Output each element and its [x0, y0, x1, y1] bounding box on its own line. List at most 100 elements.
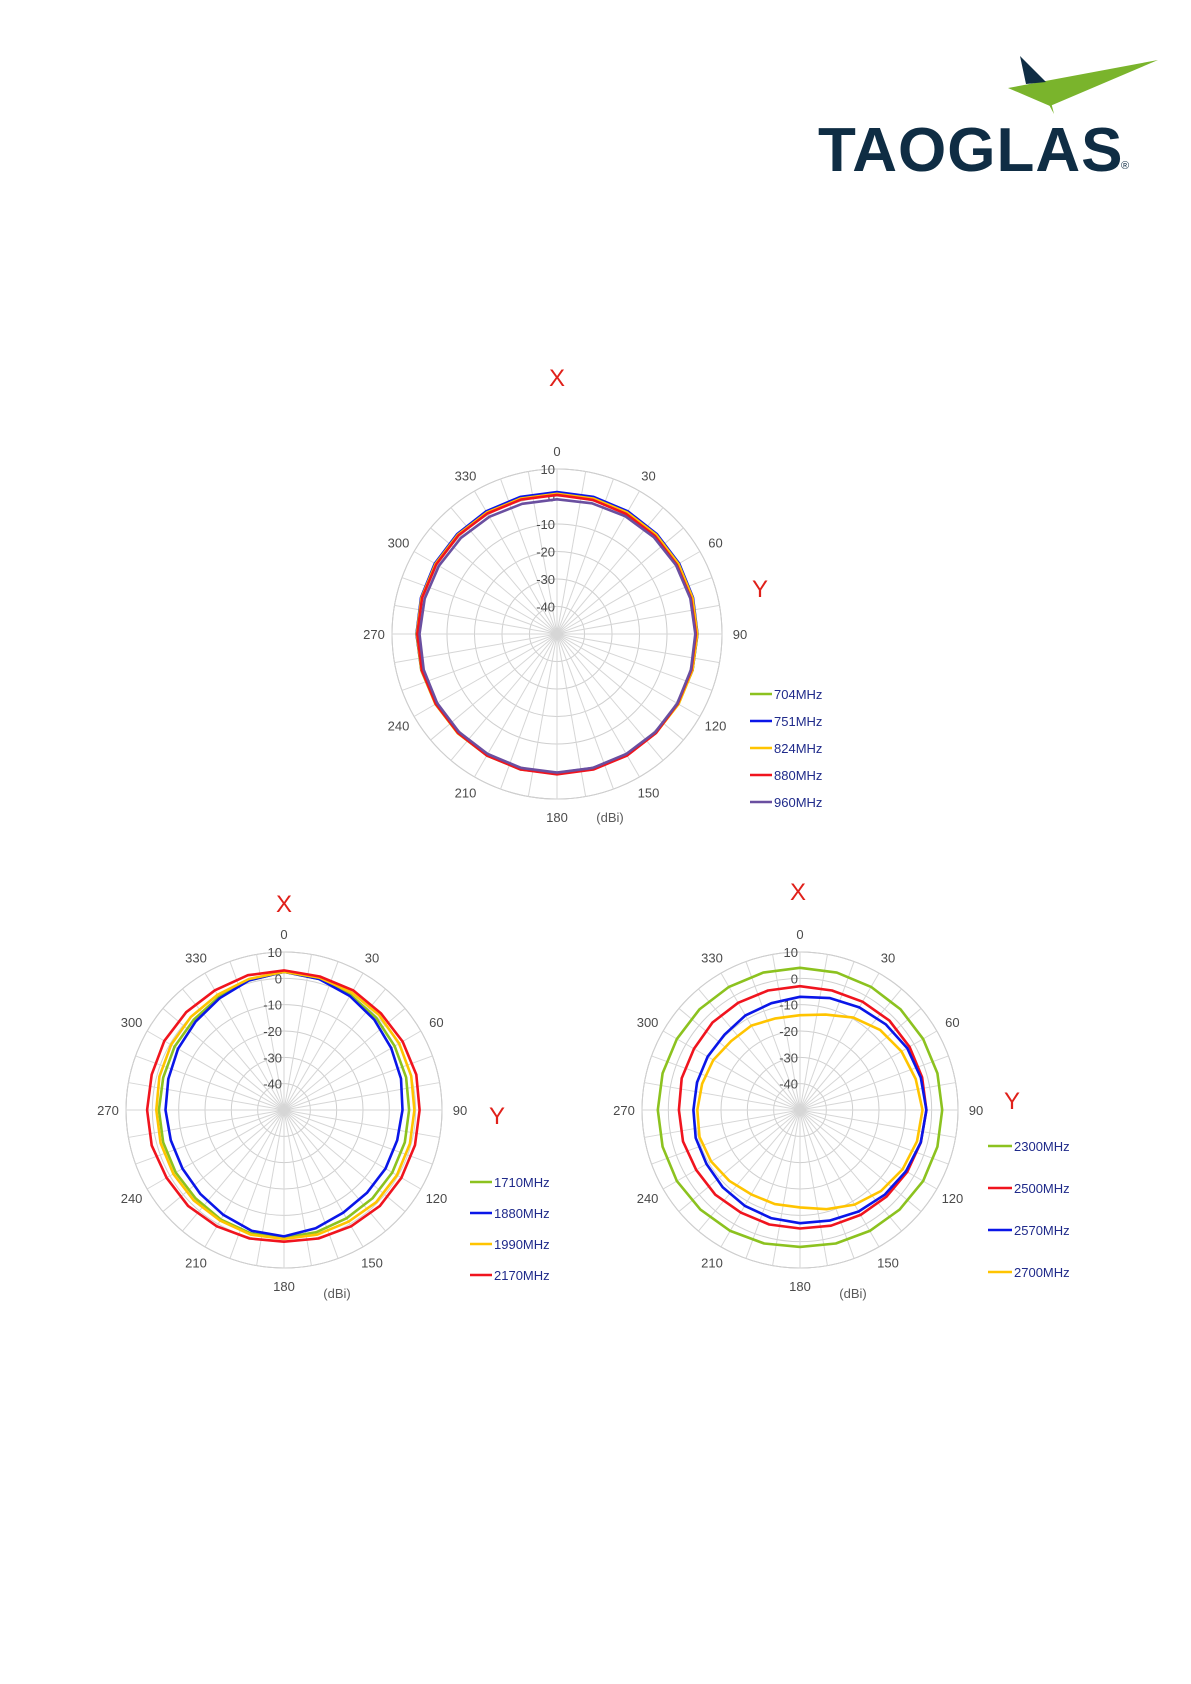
radial-tick-label: -30 — [779, 1050, 798, 1065]
polar-chart-2: 0 30 60 90 120 150 180 210 240 270 300 330 10 0 -10 -20… — [97, 891, 549, 1301]
polar-grid-spoke — [644, 1082, 801, 1111]
polar-grid-spoke — [720, 1109, 801, 1248]
polar-grid-spoke — [283, 1109, 440, 1138]
legend-label-751MHz: 751MHz — [774, 714, 822, 729]
angle-tick-label: 120 — [705, 719, 727, 734]
polar-grid-spoke — [135, 1055, 285, 1111]
polar-grid-spoke — [678, 1109, 801, 1212]
polar-grid-spoke — [135, 1109, 285, 1165]
axis-label-x: X — [549, 365, 565, 392]
polar-grid-spoke — [799, 1109, 922, 1212]
angle-tick-label: 0 — [553, 444, 560, 459]
angle-tick-label: 90 — [453, 1103, 467, 1118]
radial-tick-label: -30 — [536, 572, 555, 587]
legend-label-1990MHz: 1990MHz — [494, 1237, 550, 1252]
series-line-2300MHz — [656, 966, 944, 1249]
axis-label-x: X — [790, 879, 806, 906]
angle-tick-label: 330 — [185, 951, 207, 966]
angle-tick-label: 240 — [121, 1191, 143, 1206]
angle-tick-label: 120 — [426, 1191, 448, 1206]
series-line-2500MHz — [677, 984, 928, 1230]
polar-grid-spoke — [283, 1082, 440, 1111]
polar-grid-spoke — [256, 954, 285, 1111]
angle-tick-label: 150 — [361, 1255, 383, 1270]
angle-tick-label: 210 — [455, 785, 477, 800]
radial-tick-label: 10 — [541, 462, 555, 477]
series-line-960MHz — [418, 497, 697, 774]
polar-grid-spoke — [799, 1109, 956, 1138]
axis-label-y: Y — [489, 1103, 505, 1130]
polar-grid-spoke — [799, 1109, 938, 1190]
radial-tick-label: -40 — [263, 1077, 282, 1092]
polar-grid-spoke — [644, 1109, 801, 1138]
axis-label-y: Y — [1004, 1088, 1020, 1115]
polar-grid-spoke — [799, 1082, 956, 1111]
polar-grid-spoke — [745, 961, 801, 1111]
unit-label: (dBi) — [323, 1286, 350, 1301]
polar-grid-spoke — [799, 954, 828, 1111]
angle-tick-label: 300 — [637, 1015, 659, 1030]
angle-tick-label: 240 — [388, 719, 410, 734]
polar-grid-spoke — [698, 1109, 801, 1232]
polar-grid-spoke — [283, 954, 312, 1111]
legend-label-1880MHz: 1880MHz — [494, 1206, 550, 1221]
polar-grid-spoke — [799, 961, 855, 1111]
polar-grid-spoke — [772, 954, 801, 1111]
angle-tick-label: 270 — [613, 1103, 635, 1118]
angle-tick-label: 270 — [363, 627, 385, 642]
legend-label-1710MHz: 1710MHz — [494, 1175, 550, 1190]
polar-grid-spoke — [283, 1109, 386, 1232]
polar-grid-spoke — [283, 988, 386, 1111]
radial-tick-label: -20 — [536, 545, 555, 560]
radial-tick-label: -10 — [536, 517, 555, 532]
polar-grid-spoke — [745, 1109, 801, 1259]
angle-tick-label: 240 — [637, 1191, 659, 1206]
angle-tick-label: 120 — [942, 1191, 964, 1206]
polar-grid-spoke — [799, 988, 902, 1111]
polar-grid-spoke — [283, 1030, 422, 1111]
polar-grid-spoke — [662, 1109, 801, 1190]
unit-label: (dBi) — [839, 1286, 866, 1301]
legend-label-2570MHz: 2570MHz — [1014, 1223, 1070, 1238]
axis-label-x: X — [276, 891, 292, 918]
polar-grid-spoke — [799, 1109, 902, 1232]
polar-grid-spoke — [283, 1109, 433, 1165]
angle-tick-label: 180 — [273, 1279, 295, 1294]
polar-grid-spoke — [799, 1109, 855, 1259]
polar-grid-spoke — [474, 490, 558, 635]
radial-tick-label: 10 — [268, 945, 282, 960]
angle-tick-label: 30 — [641, 469, 655, 484]
taoglas-logo: TAOGLAS ® — [818, 42, 1188, 192]
polar-grid-spoke — [662, 1030, 801, 1111]
legend-label-824MHz: 824MHz — [774, 741, 822, 756]
polar-grid-spoke — [651, 1055, 801, 1111]
angle-tick-label: 330 — [455, 469, 477, 484]
angle-tick-label: 150 — [638, 785, 660, 800]
polar-grid-spoke — [128, 1082, 285, 1111]
angle-tick-label: 60 — [945, 1015, 959, 1030]
series-line-2170MHz — [145, 969, 421, 1243]
radial-tick-label: 0 — [548, 490, 555, 505]
angle-tick-label: 0 — [796, 927, 803, 942]
polar-grid-spoke — [146, 1109, 285, 1190]
angle-tick-label: 210 — [701, 1255, 723, 1270]
radial-tick-label: -40 — [536, 600, 555, 615]
angle-tick-label: 60 — [429, 1015, 443, 1030]
legend-label-2300MHz: 2300MHz — [1014, 1139, 1070, 1154]
angle-tick-label: 90 — [733, 627, 747, 642]
logo-wordmark: TAOGLAS — [818, 116, 1124, 185]
series-line-2700MHz — [695, 1013, 924, 1211]
angle-tick-label: 300 — [121, 1015, 143, 1030]
polar-grid-spoke — [283, 961, 339, 1111]
series-line-2570MHz — [692, 995, 928, 1225]
axis-label-y: Y — [752, 576, 768, 603]
polar-grid-spoke — [772, 1109, 801, 1266]
polar-grid-spoke — [799, 1109, 949, 1165]
polar-grid-spoke — [162, 1109, 285, 1212]
legend-label-2700MHz: 2700MHz — [1014, 1265, 1070, 1280]
radial-tick-label: -30 — [263, 1050, 282, 1065]
angle-tick-label: 180 — [546, 810, 568, 825]
polar-grid-spoke — [799, 1055, 949, 1111]
polar-grid-spoke — [698, 988, 801, 1111]
